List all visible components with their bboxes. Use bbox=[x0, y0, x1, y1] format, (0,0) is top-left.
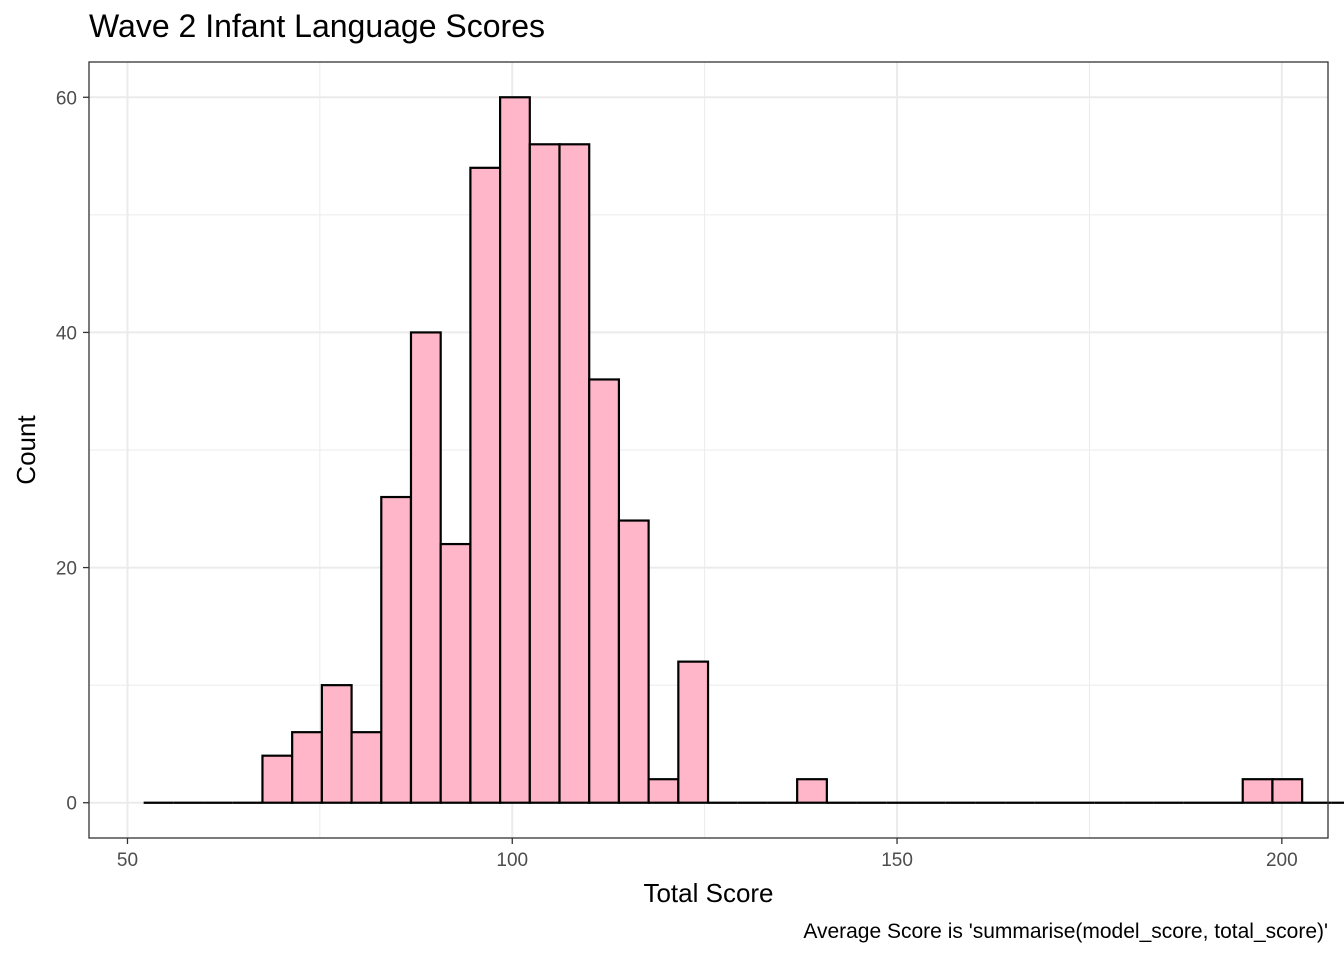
panel-border bbox=[88, 61, 1329, 839]
histogram-bar bbox=[528, 143, 561, 804]
x-tick-label: 200 bbox=[1266, 850, 1298, 871]
histogram-bar bbox=[558, 143, 591, 804]
histogram-bar bbox=[499, 96, 531, 804]
y-tick-label: 60 bbox=[56, 88, 77, 109]
x-axis-title: Total Score bbox=[643, 878, 773, 908]
x-tick-label: 50 bbox=[117, 850, 138, 871]
histogram-bar bbox=[350, 731, 383, 804]
histogram-bar bbox=[291, 731, 323, 804]
x-axis-ticks: 50 100 150 200 bbox=[117, 838, 1298, 871]
histogram-bar bbox=[1271, 778, 1304, 804]
histogram-bar bbox=[469, 166, 502, 804]
histogram-bar bbox=[380, 495, 413, 804]
histogram-bar bbox=[796, 778, 828, 804]
y-tick-label: 40 bbox=[56, 323, 77, 344]
histogram-bars bbox=[143, 96, 1344, 804]
histogram-bar bbox=[439, 542, 472, 804]
y-tick-label: 0 bbox=[66, 794, 77, 815]
y-axis-title: Count bbox=[11, 415, 41, 485]
chart-title: Wave 2 Infant Language Scores bbox=[89, 8, 545, 44]
y-axis-ticks: 0 20 40 60 bbox=[56, 88, 89, 815]
y-tick-label: 20 bbox=[56, 559, 77, 580]
histogram-bar bbox=[588, 378, 621, 804]
chart-caption: Average Score is 'summarise(model_score,… bbox=[803, 920, 1328, 943]
histogram-bar bbox=[647, 778, 680, 804]
x-tick-label: 150 bbox=[881, 850, 913, 871]
histogram-bar bbox=[1241, 778, 1274, 804]
histogram-bar bbox=[409, 331, 442, 804]
histogram-bar bbox=[677, 660, 710, 804]
histogram-bar bbox=[320, 684, 353, 804]
histogram-bar bbox=[617, 519, 650, 804]
histogram-bar bbox=[261, 754, 294, 804]
x-tick-label: 100 bbox=[496, 850, 528, 871]
